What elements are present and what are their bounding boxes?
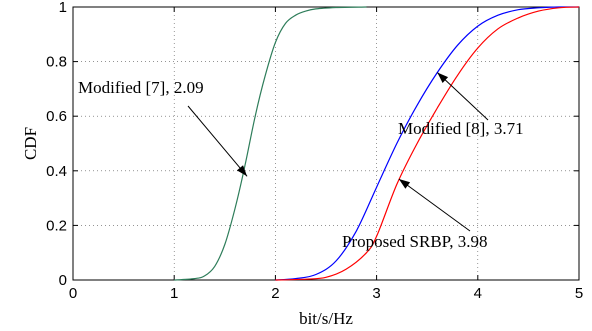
series-modified-7-line [174,6,367,281]
series-proposed-srbp-line [275,6,580,281]
x-axis-label: bit/s/Hz [299,309,353,328]
annotation-modified-7-arrow-line [187,105,248,177]
x-tick-label: 3 [372,285,380,302]
y-tick-label: 0 [59,272,67,289]
x-tick-label: 1 [170,285,178,302]
y-tick-label: 0.6 [46,108,67,125]
annotation-proposed-srbp-label: Proposed SRBP, 3.98 [342,232,487,251]
y-tick-label: 0.8 [46,54,67,71]
grid [73,7,579,280]
annotation-modified-7-label: Modified [7], 2.09 [78,78,204,97]
y-tick-label: 1 [59,0,67,16]
annotation-modified-8-label: Modified [8], 3.71 [398,119,524,138]
series-modified-8-line [275,6,580,281]
x-tick-label: 5 [575,285,583,302]
y-tick-label: 0.4 [46,163,67,180]
series [174,6,580,281]
y-axis-label: CDF [21,127,40,160]
annotation-proposed-srbp-arrow-line [398,178,471,232]
plot-frame [72,6,580,281]
x-tick-label: 4 [474,285,482,302]
annotation-modified-8-arrow-head [437,72,449,83]
x-tick-label: 2 [271,285,279,302]
annotation-modified-8-arrow-line [436,72,489,121]
annotation-proposed-srbp-arrow-head [398,178,411,189]
annotation-modified-7-arrow-head [236,165,248,177]
y-tick-label: 0.2 [46,217,67,234]
axis-ticks: 0 1 2 3 4 5 0 0.2 0.4 0.6 0.8 1 [46,0,583,302]
x-tick-label: 0 [69,285,77,302]
annotations: Modified [7], 2.09 Modified [8], 3.71 Prop… [78,72,524,251]
